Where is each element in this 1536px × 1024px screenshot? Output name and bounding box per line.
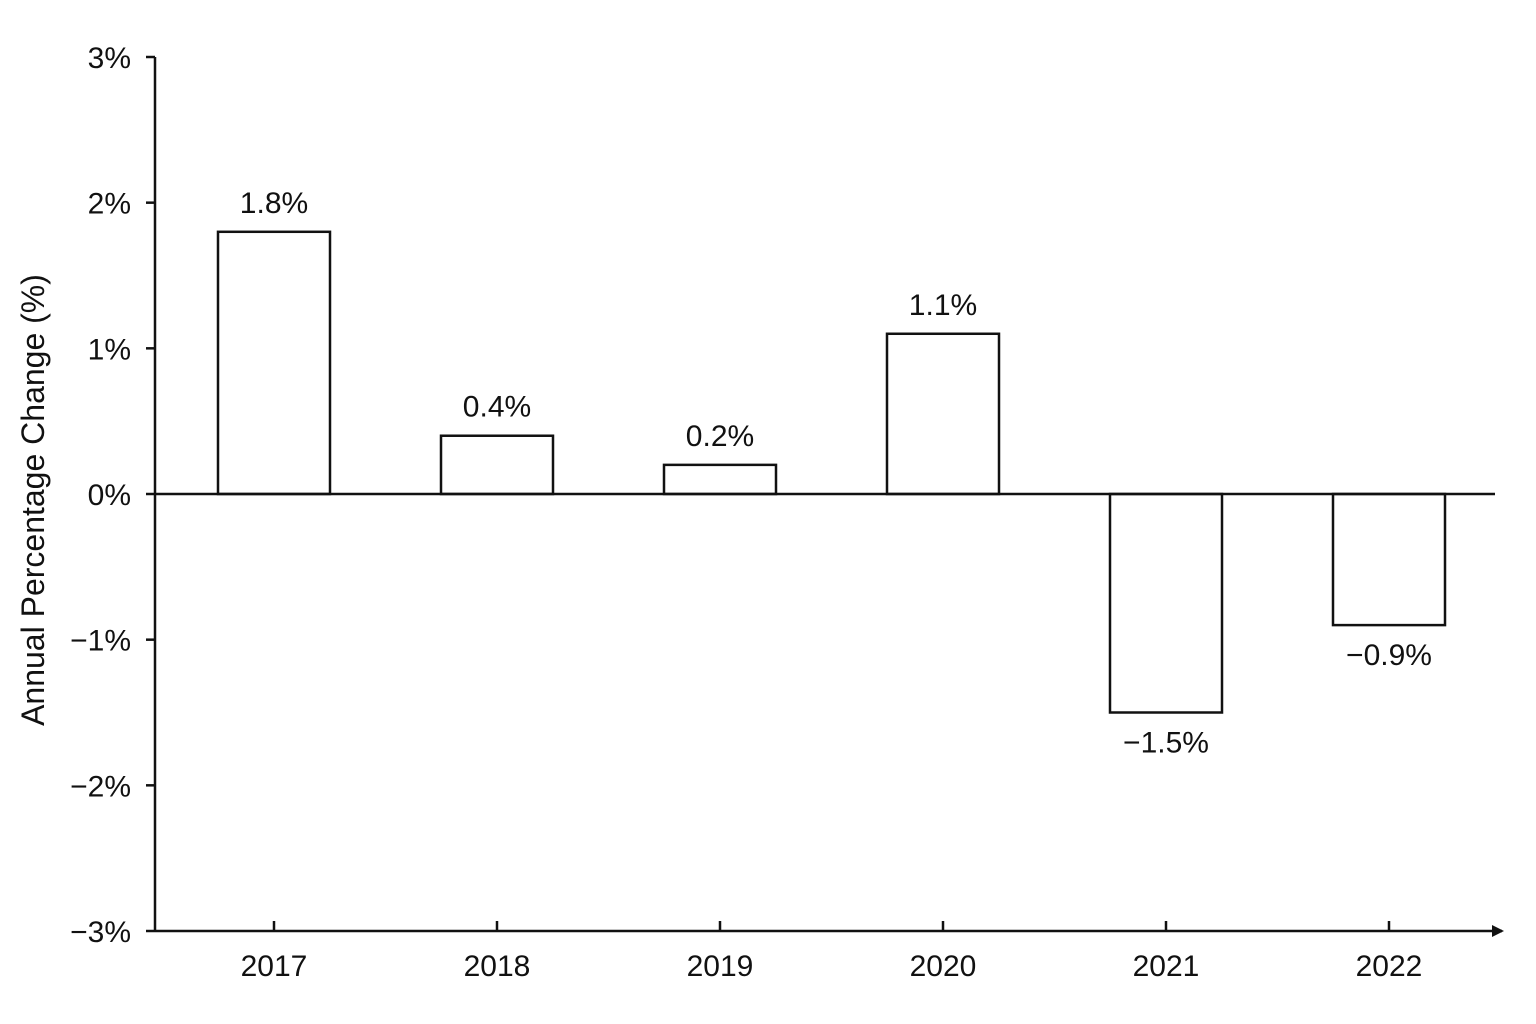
x-axis-ticks: 2017 2018 2019 2020 2021 2022 <box>241 921 1423 983</box>
x-tick-label: 2018 <box>464 950 531 983</box>
y-tick-label: 3% <box>88 42 131 75</box>
bar-2020 <box>885 332 1001 496</box>
data-label-2020: 1.1% <box>909 289 977 322</box>
bar-2018 <box>439 434 555 496</box>
y-axis-label: Annual Percentage Change (%) <box>15 274 51 726</box>
y-tick-label: 0% <box>88 479 131 512</box>
bar-2019 <box>662 463 778 496</box>
x-tick-label: 2021 <box>1133 950 1200 983</box>
y-tick-label: −2% <box>70 770 131 803</box>
data-label-2019: 0.2% <box>686 420 754 453</box>
y-tick-label: −3% <box>70 916 131 949</box>
x-tick-label: 2019 <box>687 950 754 983</box>
y-tick-label: 1% <box>88 333 131 366</box>
x-tick-label: 2017 <box>241 950 308 983</box>
y-tick-label: 2% <box>88 188 131 221</box>
data-label-2018: 0.4% <box>463 391 531 424</box>
data-label-2021: −1.5% <box>1123 727 1209 760</box>
bar-2017 <box>216 230 332 496</box>
x-tick-label: 2020 <box>910 950 977 983</box>
y-tick-label: −1% <box>70 625 131 658</box>
y-axis-ticks: 3% 2% 1% 0% −1% −2% −3% <box>70 42 155 949</box>
x-tick-label: 2022 <box>1356 950 1423 983</box>
data-label-2017: 1.8% <box>240 187 308 220</box>
bar-2021 <box>1108 492 1224 714</box>
bars-group: 1.8% 0.4% 0.2% 1.1% −1.5% −0.9% <box>216 187 1447 760</box>
data-label-2022: −0.9% <box>1346 639 1432 672</box>
bar-2022 <box>1331 492 1447 627</box>
